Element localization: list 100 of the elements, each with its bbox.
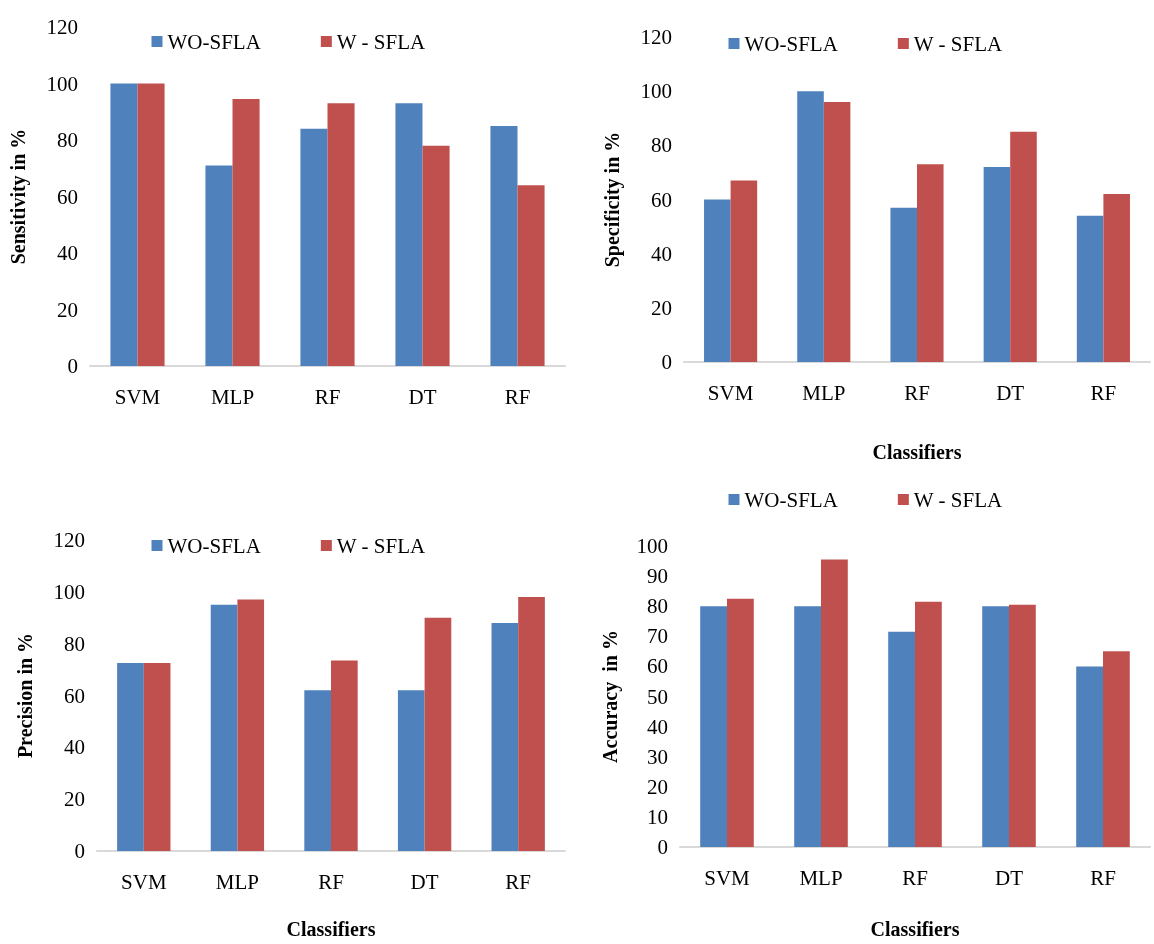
y-axis-title: Accuracy in % bbox=[599, 630, 622, 763]
y-tick-label: 40 bbox=[57, 241, 78, 265]
bar bbox=[395, 103, 423, 366]
bar bbox=[422, 145, 450, 366]
bar bbox=[700, 606, 727, 847]
x-axis-title: Classifiers bbox=[286, 918, 376, 940]
bar bbox=[232, 99, 260, 366]
x-tick-label: SVM bbox=[121, 869, 167, 894]
bar bbox=[143, 663, 171, 851]
x-tick-label: RF bbox=[904, 380, 930, 405]
x-tick-label: MLP bbox=[210, 384, 255, 409]
bar bbox=[327, 103, 355, 366]
bar bbox=[704, 199, 731, 362]
y-tick-label: 0 bbox=[661, 350, 672, 374]
bar bbox=[210, 604, 238, 851]
y-tick-label: 100 bbox=[640, 79, 672, 104]
y-axis-title: Sensitivity in % bbox=[7, 128, 30, 265]
bar bbox=[110, 83, 138, 366]
y-axis-title: Precision in % bbox=[14, 632, 36, 759]
bar bbox=[117, 663, 144, 851]
legend-label: W - SFLA bbox=[913, 31, 1003, 56]
legend-label: WO-SFLA bbox=[167, 29, 262, 54]
x-tick-label: RF bbox=[1090, 380, 1117, 405]
y-tick-label: 60 bbox=[647, 654, 668, 679]
y-tick-label: 100 bbox=[636, 534, 668, 558]
legend-label: W - SFLA bbox=[336, 29, 426, 54]
legend-label: W - SFLA bbox=[336, 533, 426, 558]
y-tick-label: 120 bbox=[53, 528, 85, 552]
x-axis-title: Classifiers bbox=[872, 441, 962, 463]
y-tick-label: 0 bbox=[74, 839, 85, 863]
bar bbox=[982, 606, 1009, 847]
bar bbox=[797, 91, 824, 362]
x-tick-label: DT bbox=[996, 380, 1025, 405]
y-tick-label: 40 bbox=[651, 241, 672, 266]
y-tick-label: 20 bbox=[64, 787, 85, 812]
legend-label: W - SFLA bbox=[913, 487, 1003, 512]
x-tick-label: SVM bbox=[707, 380, 754, 405]
y-tick-label: 100 bbox=[46, 71, 78, 96]
x-tick-label: DT bbox=[410, 869, 439, 894]
bar bbox=[917, 164, 944, 362]
y-tick-label: 0 bbox=[657, 835, 668, 859]
x-tick-label: RF bbox=[504, 384, 531, 409]
bar bbox=[137, 83, 165, 366]
bar bbox=[1103, 651, 1130, 847]
bar bbox=[490, 125, 518, 366]
y-tick-label: 10 bbox=[647, 804, 668, 829]
bar bbox=[794, 606, 821, 847]
x-tick-label: SVM bbox=[114, 384, 161, 409]
y-tick-label: 30 bbox=[647, 744, 668, 769]
y-tick-label: 70 bbox=[647, 624, 668, 649]
x-tick-label: DT bbox=[995, 865, 1024, 890]
bar bbox=[1009, 604, 1036, 847]
y-tick-label: 120 bbox=[640, 25, 672, 49]
y-tick-label: 40 bbox=[64, 735, 85, 760]
bar bbox=[983, 167, 1011, 362]
bar bbox=[517, 185, 545, 366]
bar bbox=[491, 622, 519, 851]
y-tick-label: 60 bbox=[57, 184, 78, 209]
y-tick-label: 20 bbox=[647, 774, 668, 799]
x-tick-label: MLP bbox=[802, 380, 846, 405]
bar bbox=[205, 165, 233, 366]
y-tick-label: 0 bbox=[67, 354, 78, 378]
x-tick-label: RF bbox=[318, 869, 344, 894]
x-tick-label: RF bbox=[902, 865, 928, 890]
y-axis-title: Specificity in % bbox=[601, 131, 624, 268]
bar bbox=[397, 690, 425, 851]
bar bbox=[823, 102, 851, 362]
x-axis-title: Classifiers bbox=[870, 918, 960, 940]
bar bbox=[890, 207, 917, 362]
x-tick-label: RF bbox=[1090, 865, 1116, 890]
y-tick-label: 120 bbox=[46, 15, 78, 39]
y-tick-label: 80 bbox=[651, 133, 672, 158]
y-tick-label: 20 bbox=[57, 297, 78, 322]
bar bbox=[730, 180, 758, 362]
y-tick-label: 20 bbox=[651, 295, 672, 320]
bar bbox=[424, 617, 452, 851]
bar bbox=[300, 128, 328, 366]
bar bbox=[237, 599, 265, 851]
bar bbox=[888, 631, 915, 847]
x-tick-label: RF bbox=[314, 384, 341, 409]
bar bbox=[331, 660, 358, 851]
y-tick-label: 50 bbox=[647, 684, 668, 709]
x-tick-label: MLP bbox=[215, 869, 259, 894]
bar bbox=[1103, 194, 1130, 362]
legend-label: WO-SFLA bbox=[744, 487, 839, 512]
bar bbox=[1010, 131, 1037, 362]
y-tick-label: 100 bbox=[53, 579, 85, 604]
x-tick-label: MLP bbox=[799, 865, 843, 890]
x-tick-label: DT bbox=[408, 384, 437, 409]
bar bbox=[1076, 666, 1103, 847]
y-tick-label: 80 bbox=[64, 631, 85, 656]
bar bbox=[915, 601, 942, 847]
y-tick-label: 90 bbox=[647, 564, 668, 589]
y-tick-label: 60 bbox=[651, 187, 672, 212]
y-tick-label: 80 bbox=[57, 128, 78, 152]
bar bbox=[304, 690, 331, 851]
legend-label: WO-SFLA bbox=[744, 31, 839, 56]
bar bbox=[518, 597, 545, 851]
y-tick-label: 80 bbox=[647, 594, 668, 619]
legend-label: WO-SFLA bbox=[167, 533, 262, 558]
